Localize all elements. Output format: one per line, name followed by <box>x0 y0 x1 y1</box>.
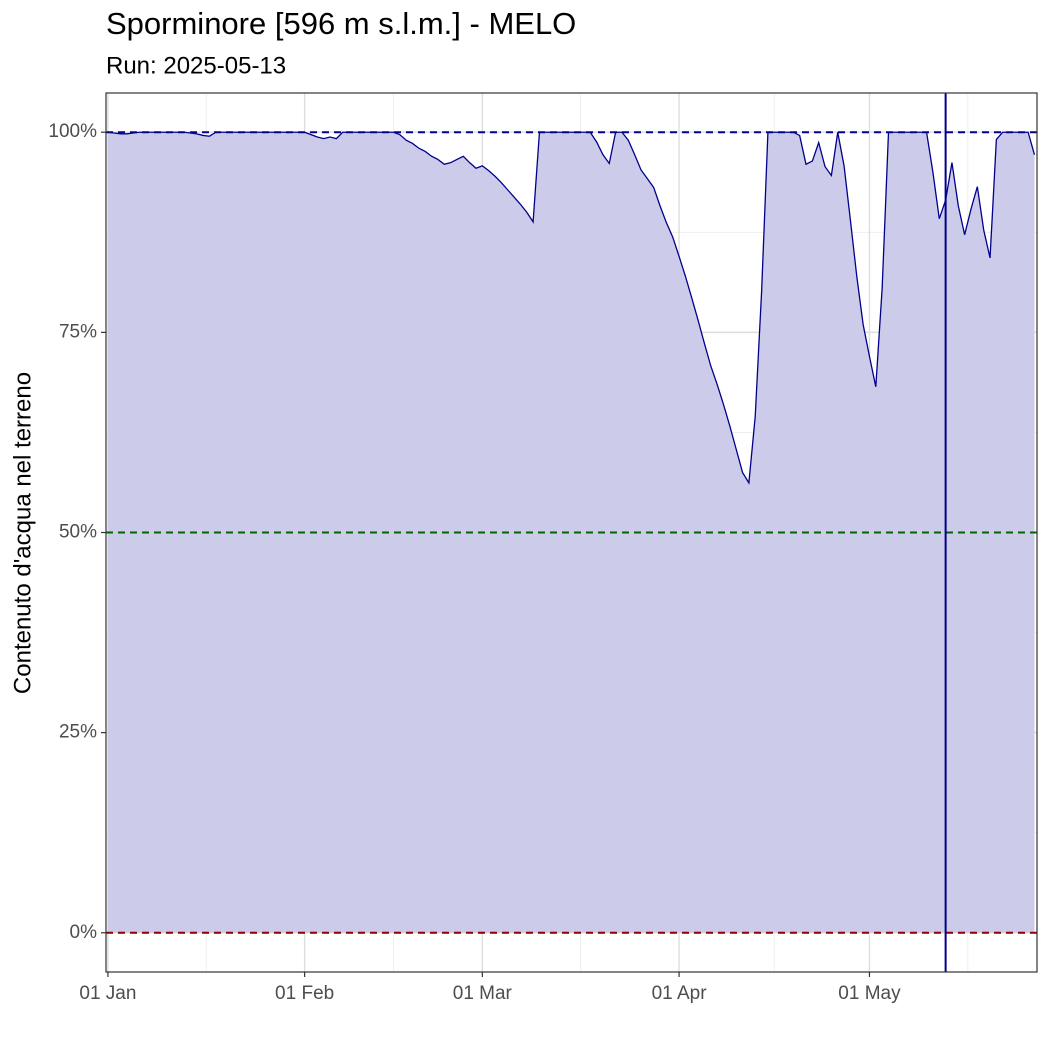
y-tick-label: 50% <box>59 522 97 543</box>
x-tick-label: 01 May <box>838 983 901 1004</box>
x-tick-label: 01 Jan <box>79 983 136 1004</box>
x-tick-label: 01 Mar <box>453 983 513 1004</box>
x-tick-label: 01 Apr <box>652 983 708 1004</box>
y-tick-label: 25% <box>59 722 97 743</box>
chart-subtitle: Run: 2025-05-13 <box>106 52 286 79</box>
y-tick-label: 75% <box>59 321 97 342</box>
y-tick-label: 0% <box>70 922 98 943</box>
x-tick-label: 01 Feb <box>275 983 334 1004</box>
y-tick-label: 100% <box>48 121 97 142</box>
area <box>107 132 1035 933</box>
y-axis-label: Contenuto d'acqua nel terreno <box>9 372 36 694</box>
chart-title: Sporminore [596 m s.l.m.] - MELO <box>106 6 576 41</box>
